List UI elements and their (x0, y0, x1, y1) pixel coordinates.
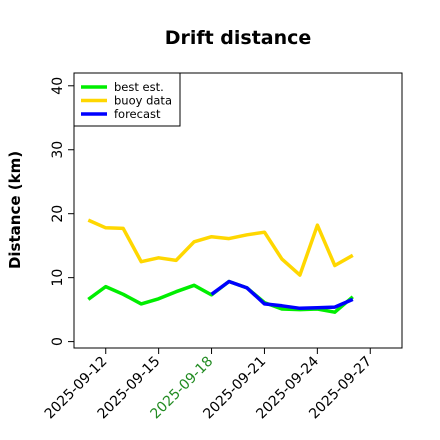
legend-label: best est. (114, 80, 164, 94)
y-tick-label: 40 (50, 77, 66, 95)
x-axis: 2025-09-122025-09-152025-09-182025-09-21… (42, 348, 375, 422)
legend-label: buoy data (114, 94, 172, 108)
y-tick-label: 20 (50, 205, 66, 223)
y-tick-label: 0 (50, 337, 66, 346)
chart-title: Drift distance (165, 27, 312, 49)
series-line-forecast (210, 279, 354, 311)
y-axis: 0 10 20 30 40 (50, 77, 74, 346)
series-layer (87, 218, 354, 314)
y-tick-label: 30 (50, 141, 66, 159)
y-tick-label: 10 (50, 269, 66, 287)
legend-label: forecast (114, 107, 161, 121)
y-axis-label: Distance (km) (6, 151, 24, 269)
series-line-buoy-data (87, 218, 354, 277)
plot-frame (73, 72, 403, 349)
